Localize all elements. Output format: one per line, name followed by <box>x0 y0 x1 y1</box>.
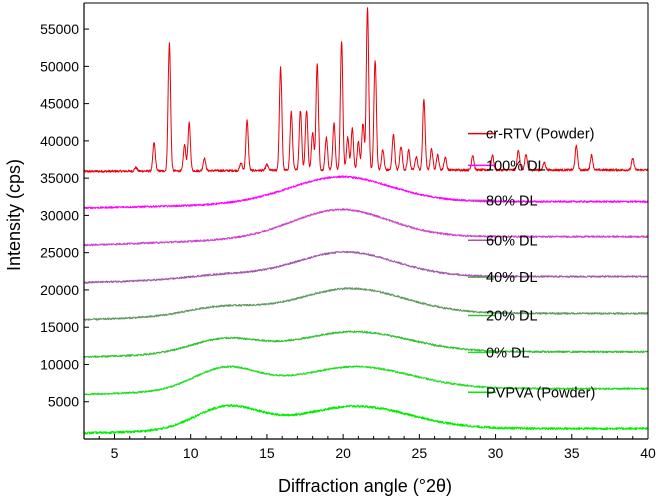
x-tick-label: 25 <box>412 445 428 461</box>
x-tick-label: 20 <box>335 445 351 461</box>
x-tick-label: 35 <box>564 445 580 461</box>
series-line-7 <box>83 403 649 435</box>
y-axis-title: Intensity (cps) <box>4 159 24 271</box>
y-tick-label: 55000 <box>40 21 79 37</box>
legend-label: 60% DL <box>486 233 538 249</box>
y-tick-label: 35000 <box>40 170 79 186</box>
legend-label: PVPVA (Powder) <box>486 385 595 401</box>
y-tick-label: 15000 <box>40 319 79 335</box>
y-tick-label: 50000 <box>40 58 79 74</box>
legend-label: 80% DL <box>486 193 538 209</box>
y-tick-label: 20000 <box>40 282 79 298</box>
x-ticks: 5 10 15 20 25 30 35 40 <box>98 434 656 461</box>
x-tick-label: 30 <box>488 445 504 461</box>
x-tick-label: 15 <box>259 445 275 461</box>
series-line-0 <box>83 7 649 173</box>
series-traces <box>83 7 649 435</box>
y-tick-label: 40000 <box>40 133 79 149</box>
series-line-4 <box>83 287 649 321</box>
series-line-6 <box>83 365 649 396</box>
series-line-3 <box>83 250 649 284</box>
y-tick-label: 10000 <box>40 356 79 372</box>
legend-label: 100% DL <box>486 158 546 174</box>
x-tick-label: 40 <box>640 445 656 461</box>
y-tick-label: 45000 <box>40 96 79 112</box>
y-ticks: 5000 10000 15000 20000 25000 30000 35000 40000 4… <box>40 21 89 410</box>
legend-label: 40% DL <box>486 270 538 286</box>
x-tick-label: 10 <box>183 445 199 461</box>
legend: cr-RTV (Powder) 100% DL 80% DL 60% DL 40% DL… <box>468 127 595 401</box>
legend-label: cr-RTV (Powder) <box>486 127 595 143</box>
y-tick-label: 5000 <box>48 394 79 410</box>
legend-label: 0% DL <box>486 345 530 361</box>
series-line-2 <box>83 208 649 247</box>
y-tick-label: 25000 <box>40 245 79 261</box>
series-line-5 <box>83 330 649 359</box>
y-tick-label: 30000 <box>40 207 79 223</box>
x-axis-title: Diffraction angle (°2θ) <box>278 476 452 496</box>
axes <box>83 2 649 440</box>
x-tick-label: 5 <box>111 445 119 461</box>
legend-label: 20% DL <box>486 309 538 325</box>
series-line-1 <box>83 175 649 210</box>
